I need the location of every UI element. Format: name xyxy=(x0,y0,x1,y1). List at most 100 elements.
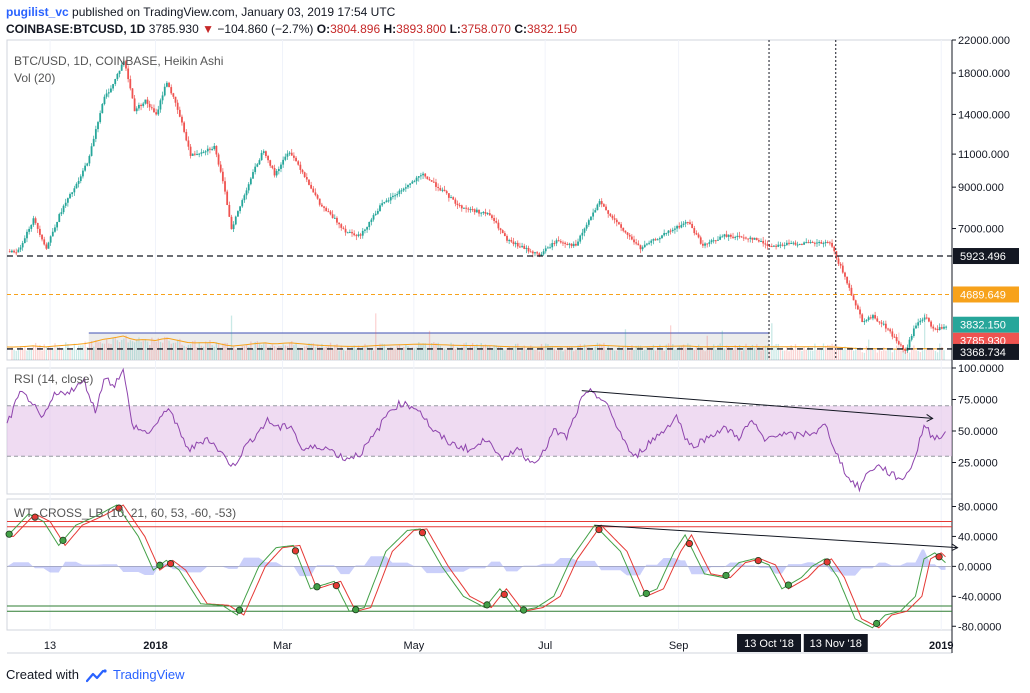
volume-bar xyxy=(685,347,687,360)
volume-bar xyxy=(911,347,913,360)
volume-bar xyxy=(69,349,71,360)
volume-bar xyxy=(650,347,652,360)
volume-bar xyxy=(667,343,670,360)
volume-bar xyxy=(730,349,732,360)
volume-bar xyxy=(211,345,213,360)
candle-body xyxy=(118,70,121,74)
volume-bar xyxy=(82,345,84,360)
volume-bar xyxy=(205,341,207,360)
candle-body xyxy=(820,241,823,244)
volume-bar xyxy=(835,345,838,360)
volume-bar xyxy=(700,346,702,360)
volume-bar xyxy=(738,344,741,360)
candle-body xyxy=(308,179,310,185)
candle-body xyxy=(232,224,235,230)
candle-body xyxy=(206,148,209,152)
candle-body xyxy=(755,237,758,241)
author-name[interactable]: pugilist_vc xyxy=(6,5,69,19)
candle-body xyxy=(811,242,814,244)
candle-body xyxy=(305,177,308,180)
volume-bar xyxy=(375,313,377,360)
volume-bar xyxy=(913,345,915,360)
volume-bar xyxy=(41,350,43,360)
volume-bar xyxy=(265,342,267,360)
volume-bar xyxy=(192,340,194,360)
volume-bar xyxy=(228,348,231,360)
volume-bar xyxy=(183,345,185,360)
candle-body xyxy=(66,198,69,203)
volume-bar xyxy=(39,344,41,360)
candle-body xyxy=(848,283,851,288)
time-axis-label: Mar xyxy=(273,640,292,652)
candle-body xyxy=(133,98,136,112)
candle-body xyxy=(168,82,170,88)
candle-body xyxy=(854,300,857,306)
volume-bar xyxy=(202,346,205,360)
wt-cross-dot xyxy=(722,571,730,580)
wt-cross-dot xyxy=(31,513,39,521)
volume-bar xyxy=(784,350,786,360)
candle-body xyxy=(721,236,724,238)
volume-bar xyxy=(316,344,319,360)
candle-body xyxy=(691,223,694,229)
candle-body xyxy=(338,222,341,225)
volume-bar xyxy=(639,345,642,360)
candle-body xyxy=(129,79,132,89)
candle-body xyxy=(613,218,616,220)
candle-body xyxy=(712,240,715,242)
volume-bar xyxy=(256,341,259,360)
volume-bar xyxy=(635,345,637,360)
volume-bar xyxy=(706,335,708,360)
candle-body xyxy=(938,327,941,331)
volume-bar xyxy=(872,349,874,360)
volume-bar xyxy=(857,350,859,360)
candle-body xyxy=(572,243,575,247)
candle-body xyxy=(456,203,459,206)
volume-bar xyxy=(452,343,454,360)
volume-bar xyxy=(631,345,633,360)
volume-bar xyxy=(112,337,114,360)
volume-bar xyxy=(538,351,540,360)
rsi-line xyxy=(6,367,946,493)
volume-bar xyxy=(60,348,63,360)
price-label-box xyxy=(953,343,1019,360)
volume-bar xyxy=(689,344,691,360)
candle-body xyxy=(144,99,147,104)
volume-bar xyxy=(13,349,15,360)
volume-bar xyxy=(753,347,756,360)
volume-bar xyxy=(900,350,902,360)
candle-body xyxy=(695,233,698,235)
candle-body xyxy=(923,317,926,320)
volume-bar xyxy=(338,350,340,360)
candle-body xyxy=(766,244,769,246)
volume-bar xyxy=(327,346,330,360)
volume-bar xyxy=(65,342,67,360)
volume-bar xyxy=(564,349,566,360)
candle-body xyxy=(159,100,162,110)
candle-body xyxy=(239,206,241,212)
volume-bar xyxy=(17,348,20,360)
volume-bar xyxy=(622,346,624,360)
volume-bar xyxy=(28,349,30,360)
publish-line: pugilist_vc published on TradingView.com… xyxy=(6,5,395,19)
volume-bar xyxy=(284,345,286,360)
volume-bar xyxy=(741,351,743,360)
volume-bar xyxy=(278,346,280,360)
volume-bar xyxy=(43,344,45,360)
candle-body xyxy=(51,231,54,237)
wt-cross-dot xyxy=(873,619,881,628)
candle-body xyxy=(540,254,543,256)
candle-body xyxy=(581,232,584,236)
candle-body xyxy=(443,189,446,192)
candle-body xyxy=(902,345,904,350)
volume-bar xyxy=(549,346,551,360)
candle-body xyxy=(646,243,648,245)
volume-bar xyxy=(407,346,409,360)
volume-bar xyxy=(314,347,317,360)
volume-bar xyxy=(304,346,306,360)
candle-body xyxy=(900,344,902,346)
candle-body xyxy=(667,230,670,234)
tradingview-brand[interactable]: TradingView xyxy=(113,667,185,682)
volume-bar xyxy=(504,350,506,360)
